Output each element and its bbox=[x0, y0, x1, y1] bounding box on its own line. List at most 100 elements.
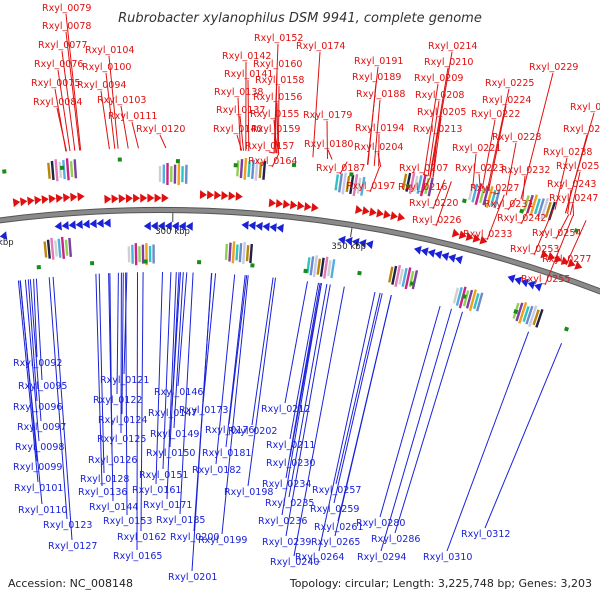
feature-block bbox=[533, 198, 541, 215]
feature-block bbox=[479, 186, 486, 204]
reverse-gene-label: Rxyl_0234 bbox=[262, 479, 311, 490]
reverse-gene-label: Rxyl_0122 bbox=[93, 395, 142, 406]
forward-leader-line bbox=[435, 181, 452, 227]
forward-leader-line bbox=[268, 151, 275, 154]
reverse-gene-label: Rxyl_0202 bbox=[228, 426, 277, 437]
reverse-leader-line bbox=[155, 271, 163, 485]
reverse-gene-label: Rxyl_0280 bbox=[356, 518, 405, 529]
reverse-gene-arrow bbox=[527, 280, 536, 290]
forward-gene-arrow bbox=[140, 193, 148, 203]
marker-square bbox=[519, 208, 525, 214]
reverse-gene-label: Rxyl_0146 bbox=[154, 387, 203, 398]
forward-gene-label: Rxyl_0244 bbox=[570, 102, 600, 113]
feature-block bbox=[424, 178, 430, 195]
forward-gene-label: Rxyl_0253 bbox=[510, 244, 559, 255]
feature-block bbox=[235, 244, 239, 261]
reverse-leader-line bbox=[116, 272, 119, 395]
feature-block bbox=[471, 183, 479, 203]
forward-gene-label: Rxyl_0075 bbox=[31, 78, 80, 89]
feature-block bbox=[262, 160, 267, 180]
reverse-gene-label: Rxyl_0125 bbox=[97, 434, 146, 445]
forward-gene-arrow bbox=[282, 199, 291, 209]
forward-gene-label: Rxyl_0142 bbox=[222, 51, 271, 62]
forward-leader-line bbox=[367, 82, 377, 165]
reverse-gene-label: Rxyl_0098 bbox=[15, 442, 64, 453]
forward-gene-label: Rxyl_0191 bbox=[354, 56, 403, 67]
forward-gene-label: Rxyl_0221 bbox=[452, 143, 501, 154]
feature-block bbox=[170, 166, 173, 183]
forward-gene-arrow bbox=[62, 193, 71, 203]
forward-gene-label: Rxyl_0238 bbox=[543, 147, 592, 158]
reverse-gene-arrow bbox=[507, 274, 516, 284]
forward-gene-label: Rxyl_0141 bbox=[224, 69, 273, 80]
forward-leader-line bbox=[237, 97, 241, 151]
reverse-gene-arrow bbox=[413, 245, 422, 255]
feature-block bbox=[408, 270, 415, 287]
forward-leader-line bbox=[522, 175, 526, 201]
reverse-leader-line bbox=[179, 272, 194, 515]
feature-block bbox=[522, 306, 530, 322]
forward-leader-line bbox=[369, 166, 381, 193]
forward-gene-label: Rxyl_0277 bbox=[542, 254, 591, 265]
reverse-leader-line bbox=[380, 308, 452, 552]
forward-gene-label: Rxyl_0104 bbox=[85, 45, 134, 56]
forward-gene-label: Rxyl_0247 bbox=[549, 193, 598, 204]
forward-gene-arrow bbox=[118, 194, 126, 204]
feature-block bbox=[452, 287, 460, 304]
feature-block bbox=[54, 159, 59, 182]
forward-gene-label: Rxyl_0138 bbox=[214, 87, 263, 98]
forward-leader-line bbox=[56, 107, 67, 152]
forward-gene-label: Rxyl_0137 bbox=[216, 105, 265, 116]
feature-block bbox=[528, 305, 538, 328]
reverse-gene-label: Rxyl_0265 bbox=[311, 537, 360, 548]
feature-block bbox=[312, 255, 319, 278]
map-title: Rubrobacter xylanophilus DSM 9941, compl… bbox=[118, 11, 482, 26]
feature-block bbox=[236, 160, 240, 177]
reverse-leader-line bbox=[98, 273, 105, 474]
reverse-gene-label: Rxyl_0261 bbox=[314, 522, 363, 533]
reverse-gene-arrow bbox=[150, 221, 158, 231]
forward-leader-line bbox=[422, 173, 428, 177]
forward-gene-arrow bbox=[104, 194, 112, 204]
feature-block bbox=[141, 244, 145, 264]
forward-gene-label: Rxyl_0241 bbox=[563, 124, 600, 135]
forward-gene-arrow bbox=[154, 193, 162, 203]
feature-block bbox=[485, 186, 494, 208]
reverse-gene-arrow bbox=[241, 220, 249, 230]
marker-square bbox=[143, 259, 148, 264]
feature-block bbox=[47, 162, 51, 179]
forward-leader-line bbox=[432, 117, 442, 178]
feature-block bbox=[468, 184, 475, 201]
forward-leader-line bbox=[554, 157, 568, 210]
forward-leader-line bbox=[339, 161, 348, 175]
reverse-leader-line bbox=[108, 273, 114, 502]
forward-gene-arrow bbox=[133, 193, 141, 203]
feature-block bbox=[131, 244, 134, 264]
feature-block bbox=[68, 237, 73, 257]
forward-gene-label: Rxyl_0225 bbox=[485, 78, 534, 89]
forward-gene-label: Rxyl_0152 bbox=[254, 33, 303, 44]
reverse-leader-line bbox=[166, 272, 177, 500]
feature-block bbox=[316, 258, 322, 275]
forward-gene-label: Rxyl_0216 bbox=[398, 182, 447, 193]
reverse-leader-line bbox=[33, 278, 38, 358]
forward-leader-line bbox=[533, 209, 554, 256]
reverse-gene-label: Rxyl_0126 bbox=[88, 455, 137, 466]
forward-gene-arrow bbox=[235, 191, 243, 201]
reverse-gene-label: Rxyl_0162 bbox=[117, 532, 166, 543]
forward-leader-line bbox=[131, 121, 139, 149]
feature-block bbox=[177, 163, 181, 186]
forward-leader-line bbox=[567, 189, 572, 215]
marker-square bbox=[2, 169, 7, 174]
forward-gene-arrow bbox=[297, 201, 305, 211]
tick-label: 300 kbp bbox=[155, 227, 190, 237]
feature-block bbox=[349, 174, 355, 195]
forward-gene-arrow bbox=[465, 232, 474, 241]
reverse-leader-line bbox=[215, 274, 236, 465]
reverse-leader-line bbox=[95, 273, 103, 487]
tick-label: 250 kbp bbox=[0, 238, 14, 248]
reverse-gene-label: Rxyl_0181 bbox=[202, 448, 251, 459]
feature-block bbox=[251, 159, 255, 179]
forward-gene-arrow bbox=[574, 261, 583, 270]
